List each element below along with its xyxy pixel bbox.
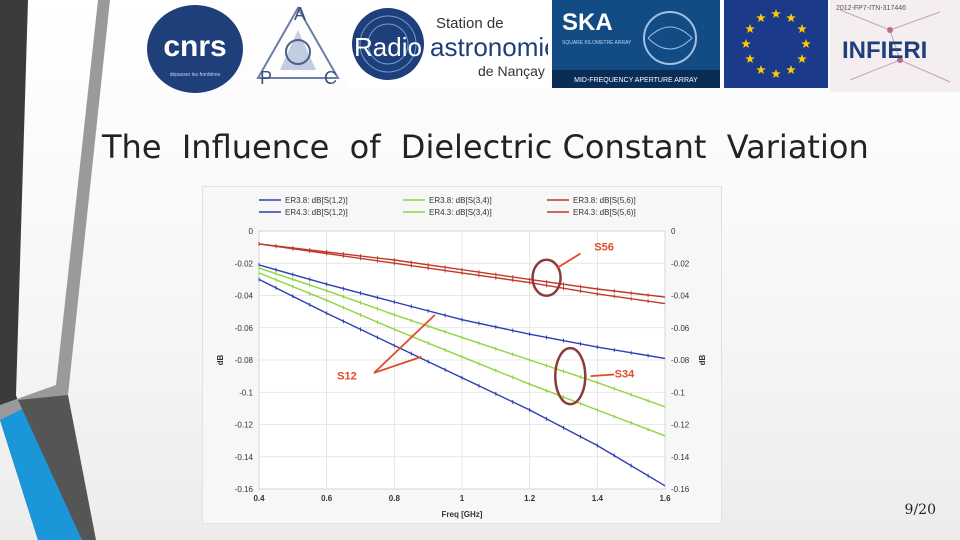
y-tick-label-right: -0.1 — [671, 388, 685, 397]
s56-label: S56 — [594, 241, 614, 253]
ska-text: SKA — [562, 9, 613, 36]
cnrs-logo: cnrs dépasser les frontières — [146, 4, 244, 94]
y-tick-label-right: -0.06 — [671, 324, 690, 333]
chart-panel: ER3.8: dB[S(1,2)] ER3.8: dB[S(3,4)] ER3.8:… — [202, 186, 722, 524]
infieri-text: INFIERI — [842, 37, 927, 64]
y-tick-label-left: -0.1 — [239, 388, 253, 397]
radio-line1: Station de — [436, 15, 504, 32]
y-tick-label-right: -0.04 — [671, 292, 690, 301]
radio-word1: Radio — [354, 32, 422, 62]
eu-star-icon — [756, 13, 766, 23]
y-tick-label-left: -0.16 — [235, 485, 254, 494]
y-tick-label-left: 0 — [249, 227, 254, 236]
x-tick-label: 0.6 — [321, 494, 333, 503]
eu-star-icon — [745, 24, 755, 33]
cnrs-subtext: dépasser les frontières — [170, 72, 221, 78]
y-tick-label-right: -0.02 — [671, 259, 690, 268]
apc-logo: A P C — [252, 0, 344, 92]
apc-letter-c: C — [324, 68, 337, 88]
eu-star-icon — [741, 39, 751, 48]
legend-label: ER3.8: dB[S(3,4)] — [429, 196, 492, 205]
s12-arrow-lower — [373, 355, 422, 374]
eu-flag-logo — [724, 0, 828, 88]
legend-item: ER4.3: dB[S(5,6)] — [547, 208, 636, 217]
y-tick-label-left: -0.02 — [235, 259, 254, 268]
y-tick-label-right: -0.14 — [671, 453, 690, 462]
legend-label: ER3.8: dB[S(5,6)] — [573, 196, 636, 205]
y-axis-label-right: dB — [698, 354, 707, 365]
eu-star-icon — [786, 65, 796, 74]
slide-decoration — [0, 0, 110, 540]
radio-word2: astronomie — [430, 32, 548, 62]
legend-label: ER4.3: dB[S(1,2)] — [285, 208, 348, 217]
infieri-grant: 2012-FP7-ITN-317446 — [836, 5, 906, 12]
legend-label: ER4.3: dB[S(5,6)] — [573, 208, 636, 217]
x-axis-label: Freq [GHz] — [442, 510, 483, 519]
ska-subtext: SQUARE KILOMETRE ARRAY — [562, 40, 632, 46]
x-tick-label: 0.4 — [253, 494, 265, 503]
x-tick-label: 0.8 — [389, 494, 401, 503]
s34-arrow — [590, 373, 615, 378]
legend-label: ER4.3: dB[S(3,4)] — [429, 208, 492, 217]
legend-item: ER3.8: dB[S(1,2)] — [259, 196, 348, 205]
y-tick-label-left: -0.12 — [235, 421, 254, 430]
legend-item: ER3.8: dB[S(3,4)] — [403, 196, 492, 205]
eu-star-icon — [771, 9, 781, 18]
eu-star-icon — [771, 69, 781, 78]
eu-star-icon — [786, 13, 796, 23]
y-tick-label-left: -0.04 — [235, 292, 254, 301]
cnrs-text: cnrs — [163, 30, 226, 63]
radioastronomie-logo: Station de Radio astronomie de Nançay — [350, 0, 548, 88]
legend-item: ER3.8: dB[S(5,6)] — [547, 196, 636, 205]
s12-label: S12 — [337, 370, 357, 382]
y-tick-label-right: -0.16 — [671, 485, 690, 494]
y-axis-label: dB — [216, 354, 225, 365]
eu-star-icon — [797, 24, 807, 33]
blue-stripe — [0, 405, 82, 540]
ska-logo: SKA SQUARE KILOMETRE ARRAY MID-FREQUENCY… — [552, 0, 720, 88]
x-tick-label: 1.2 — [524, 494, 536, 503]
legend-item: ER4.3: dB[S(3,4)] — [403, 208, 492, 217]
y-tick-label-right: 0 — [671, 227, 676, 236]
legend-item: ER4.3: dB[S(1,2)] — [259, 208, 348, 217]
apc-letter-p: P — [260, 68, 272, 88]
s56-arrow — [556, 252, 581, 269]
eu-star-icon — [745, 54, 755, 63]
s-parameter-chart: ER3.8: dB[S(1,2)] ER3.8: dB[S(3,4)] ER3.8:… — [216, 196, 707, 519]
grey-stripe — [0, 0, 110, 420]
slide-title: The Influence of Dielectric Constant Var… — [102, 128, 869, 166]
x-tick-label: 1.4 — [592, 494, 604, 503]
eu-star-icon — [756, 65, 766, 74]
legend-label: ER3.8: dB[S(1,2)] — [285, 196, 348, 205]
y-tick-label-right: -0.12 — [671, 421, 690, 430]
page-number: 9/20 — [904, 502, 936, 518]
shadow-stripe — [18, 395, 96, 540]
y-tick-label-left: -0.14 — [235, 453, 254, 462]
x-tick-label: 1.6 — [659, 494, 671, 503]
y-tick-label-right: -0.08 — [671, 356, 690, 365]
y-tick-label-left: -0.06 — [235, 324, 254, 333]
s34-circle — [554, 346, 587, 406]
x-tick-label: 1 — [460, 494, 465, 503]
infieri-logo: 2012-FP7-ITN-317446 INFIERI — [830, 0, 960, 92]
s56-circle — [531, 258, 562, 298]
eu-star-icon — [801, 39, 811, 48]
y-tick-label-left: -0.08 — [235, 356, 254, 365]
s34-label: S34 — [615, 369, 635, 381]
s12-arrow-upper — [373, 314, 436, 374]
eu-star-icon — [797, 54, 807, 63]
ska-caption: MID-FREQUENCY APERTURE ARRAY — [574, 77, 698, 84]
radio-line3: de Nançay — [478, 63, 545, 79]
apc-letter-a: A — [294, 4, 306, 24]
